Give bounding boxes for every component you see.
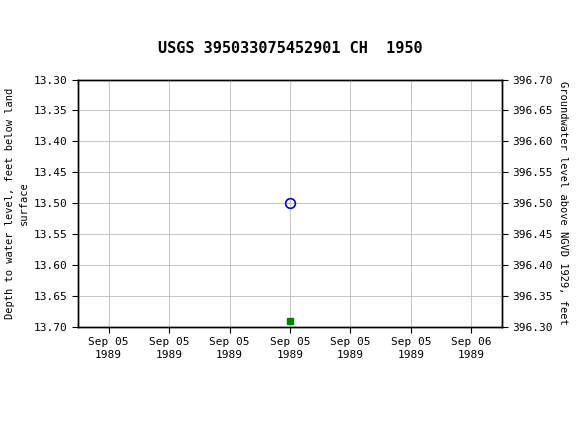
- Text: USGS: USGS: [35, 9, 90, 27]
- Y-axis label: Groundwater level above NGVD 1929, feet: Groundwater level above NGVD 1929, feet: [558, 81, 568, 325]
- Y-axis label: Depth to water level, feet below land
surface: Depth to water level, feet below land su…: [5, 88, 28, 319]
- Text: USGS 395033075452901 CH  1950: USGS 395033075452901 CH 1950: [158, 41, 422, 56]
- Text: ≡: ≡: [9, 6, 30, 30]
